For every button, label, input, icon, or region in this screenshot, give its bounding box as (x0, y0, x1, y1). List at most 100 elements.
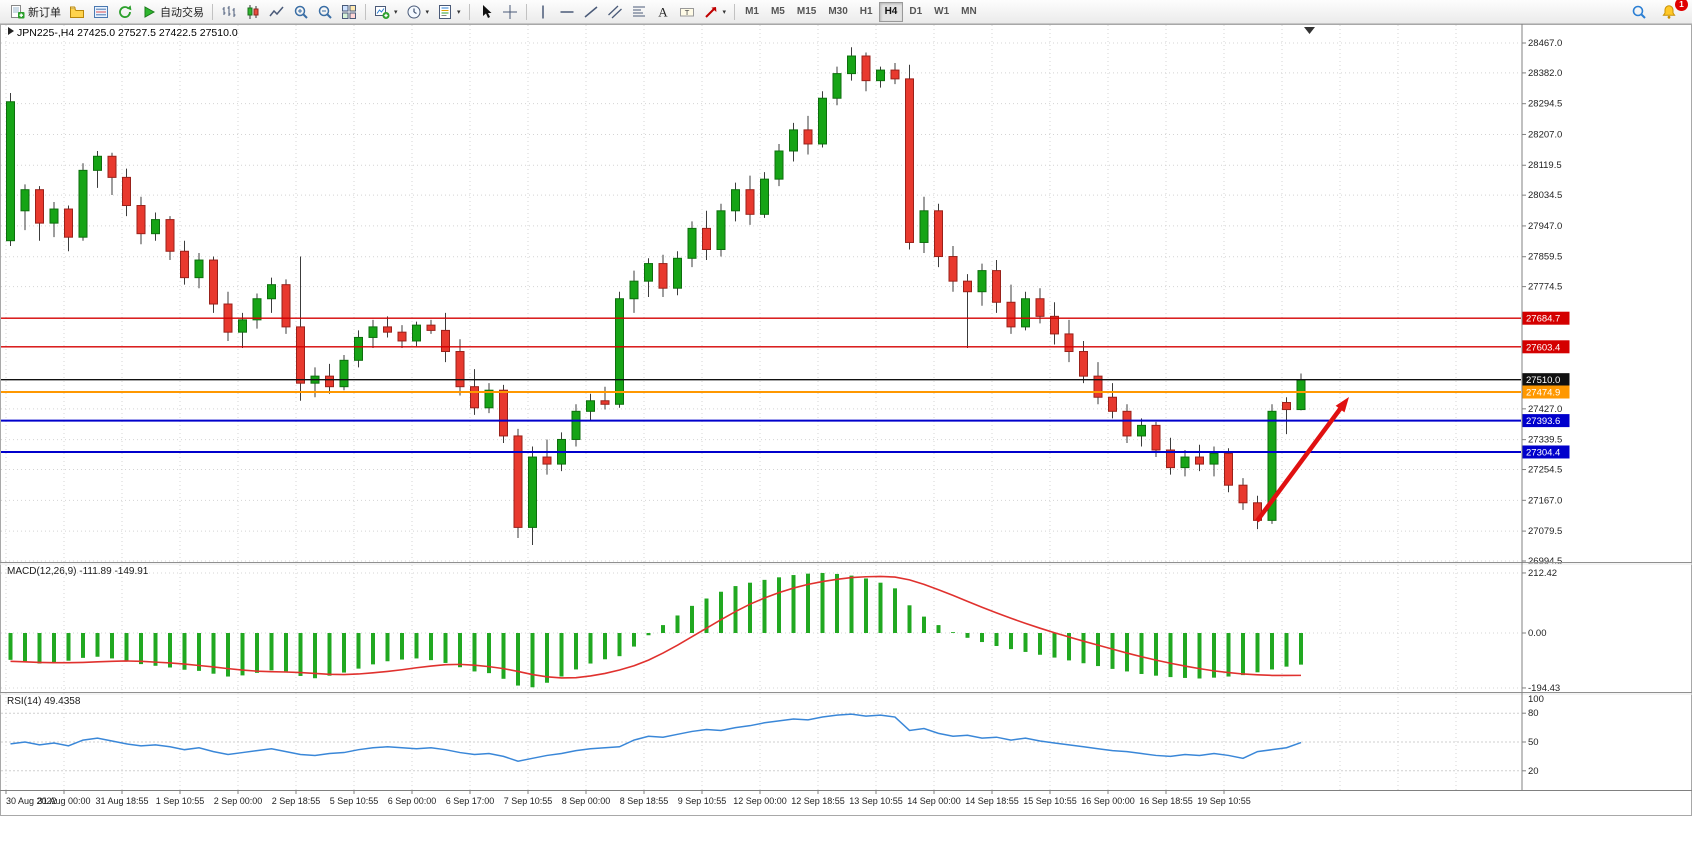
vertical-line-icon (541, 5, 544, 18)
rsi-indicator-label: RSI(14) 49.4358 (7, 696, 81, 707)
svg-text:-194.43: -194.43 (1528, 683, 1560, 694)
toolbar-separator (734, 3, 736, 20)
crosshair-tool-button[interactable] (498, 2, 522, 22)
indicators-button[interactable]: ▾ (370, 2, 402, 22)
timeframe-h1-button[interactable]: H1 (854, 2, 879, 22)
svg-text:7 Sep 10:55: 7 Sep 10:55 (504, 796, 553, 806)
autotrading-button[interactable]: 自动交易 (137, 2, 208, 22)
svg-text:14 Sep 18:55: 14 Sep 18:55 (965, 796, 1019, 806)
tile-windows-icon (342, 4, 356, 19)
svg-text:27474.9: 27474.9 (1526, 388, 1560, 399)
line-chart-icon (269, 6, 284, 16)
zoom-in-button[interactable] (289, 2, 313, 22)
toolbar-right-group: 1 (1627, 0, 1688, 22)
svg-text:100: 100 (1528, 694, 1544, 705)
svg-text:15 Sep 10:55: 15 Sep 10:55 (1023, 796, 1077, 806)
price-line-badge (1522, 414, 1570, 428)
refresh-button[interactable] (113, 2, 137, 22)
timeframe-button-group: M1 M5 M15 M30 H1 H4 D1 W1 MN (739, 1, 983, 22)
arrows-tool-button[interactable]: ▾ (699, 2, 731, 22)
chart-profile-button[interactable] (65, 2, 89, 22)
timeframe-m30-button[interactable]: M30 (822, 2, 853, 22)
macd-histogram (8, 572, 1303, 688)
clock-icon (407, 5, 421, 18)
timeframe-d1-button[interactable]: D1 (903, 2, 928, 22)
svg-text:26994.5: 26994.5 (1528, 556, 1562, 567)
svg-text:5 Sep 10:55: 5 Sep 10:55 (330, 796, 379, 806)
svg-text:27427.0: 27427.0 (1528, 404, 1562, 415)
timeframe-m1-button[interactable]: M1 (739, 2, 765, 22)
trend-arrow-head (1335, 397, 1349, 413)
chart-profile-icon (70, 6, 84, 18)
one-click-trading-toggle[interactable] (8, 27, 14, 35)
zoom-out-icon (318, 5, 332, 19)
tile-windows-button[interactable] (337, 2, 361, 22)
svg-text:27304.4: 27304.4 (1526, 447, 1560, 458)
market-watch-icon (94, 5, 108, 18)
channel-icon (607, 5, 622, 18)
refresh-icon (119, 4, 132, 18)
horizontal-line-tool-button[interactable] (555, 2, 579, 22)
notifications-button[interactable]: 1 (1657, 0, 1688, 22)
vertical-line-tool-button[interactable] (531, 2, 555, 22)
svg-text:T: T (684, 7, 689, 16)
price-line-badge (1522, 311, 1570, 325)
trend-arrow-annotation (1255, 405, 1344, 523)
svg-text:27603.4: 27603.4 (1526, 342, 1560, 353)
candlestick-chart-button[interactable] (241, 2, 265, 22)
svg-text:27684.7: 27684.7 (1526, 314, 1560, 325)
candlestick-chart-icon (247, 4, 259, 19)
new-order-icon (11, 4, 25, 18)
arrow-tool-icon (704, 6, 716, 18)
new-order-button[interactable]: 新订单 (5, 2, 65, 22)
svg-text:27859.5: 27859.5 (1528, 252, 1562, 263)
chevron-down-icon: ▾ (394, 8, 398, 16)
zoom-in-icon (294, 5, 308, 19)
line-chart-button[interactable] (265, 2, 289, 22)
templates-button[interactable]: ▾ (433, 2, 465, 22)
main-toolbar: 新订单 自动交易 (0, 0, 1692, 24)
toolbar-separator (468, 3, 470, 20)
cursor-icon (482, 4, 492, 18)
svg-text:2 Sep 18:55: 2 Sep 18:55 (272, 796, 321, 806)
price-line-badge (1522, 373, 1570, 387)
svg-text:6 Sep 17:00: 6 Sep 17:00 (446, 796, 495, 806)
bar-chart-button[interactable] (217, 2, 241, 22)
svg-text:12 Sep 18:55: 12 Sep 18:55 (791, 796, 845, 806)
svg-text:14 Sep 00:00: 14 Sep 00:00 (907, 796, 961, 806)
trendline-tool-button[interactable] (579, 2, 603, 22)
channel-tool-button[interactable] (603, 2, 627, 22)
label-tool-button[interactable]: T (675, 2, 699, 22)
periods-button[interactable]: ▾ (402, 2, 434, 22)
svg-text:0.00: 0.00 (1528, 628, 1547, 639)
timeframe-w1-button[interactable]: W1 (928, 2, 955, 22)
chart-shift-marker[interactable] (1304, 27, 1315, 34)
svg-text:28294.5: 28294.5 (1528, 99, 1562, 110)
add-indicator-icon (375, 5, 390, 19)
timeframe-h4-button[interactable]: H4 (878, 1, 904, 22)
cursor-tool-button[interactable] (474, 2, 498, 22)
timeframe-m15-button[interactable]: M15 (791, 2, 822, 22)
notification-count-badge: 1 (1675, 0, 1688, 11)
search-icon (1632, 5, 1646, 19)
timeframe-mn-button[interactable]: MN (955, 2, 983, 22)
fibonacci-tool-button[interactable] (627, 2, 651, 22)
svg-text:31 Aug 00:00: 31 Aug 00:00 (37, 796, 90, 806)
timeframe-m5-button[interactable]: M5 (765, 2, 791, 22)
chevron-down-icon: ▾ (425, 8, 430, 16)
svg-text:6 Sep 00:00: 6 Sep 00:00 (388, 796, 437, 806)
autotrading-play-icon (144, 5, 156, 18)
svg-text:2 Sep 00:00: 2 Sep 00:00 (214, 796, 263, 806)
svg-text:16 Sep 18:55: 16 Sep 18:55 (1139, 796, 1193, 806)
svg-text:27774.5: 27774.5 (1528, 282, 1562, 293)
svg-text:20: 20 (1528, 766, 1539, 777)
market-watch-button[interactable] (89, 2, 113, 22)
chart-title: JPN225-,H4 27425.0 27527.5 27422.5 27510… (17, 27, 238, 39)
text-tool-button[interactable]: A (651, 2, 675, 22)
svg-text:30 Aug 2022: 30 Aug 2022 (6, 796, 57, 806)
zoom-out-button[interactable] (313, 2, 337, 22)
price-line-badge (1522, 340, 1570, 354)
svg-text:13 Sep 10:55: 13 Sep 10:55 (849, 796, 903, 806)
search-button[interactable] (1627, 2, 1651, 22)
